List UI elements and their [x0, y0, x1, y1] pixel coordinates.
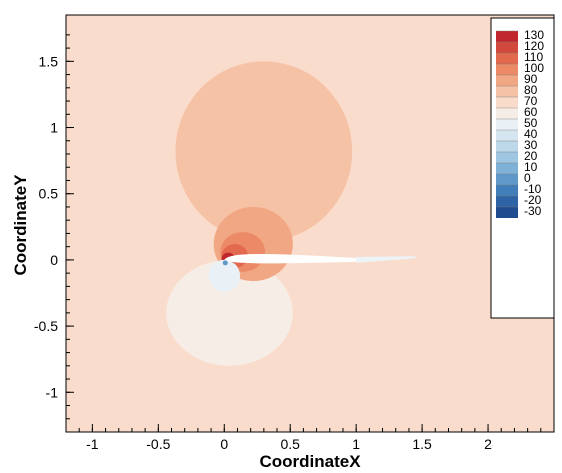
legend-label: -10: [524, 182, 542, 196]
legend-label: 70: [524, 94, 538, 108]
legend-swatch: [496, 196, 518, 207]
x-axis-title: CoordinateX: [259, 452, 361, 471]
legend-swatch: [496, 185, 518, 196]
axes: -1 -0.5 0 0.5 1 1.5 2 -1 -0.5 0 0.5 1 1.5: [34, 14, 555, 452]
y-tick-label: 1: [50, 120, 58, 136]
legend-swatch: [496, 75, 518, 86]
legend-swatch: [496, 152, 518, 163]
y-tick-label: -1: [46, 384, 59, 400]
legend-swatch: [496, 174, 518, 185]
contour-regions: [166, 61, 416, 366]
legend-swatch: [496, 42, 518, 53]
legend-swatch: [496, 97, 518, 108]
legend-label: -30: [524, 204, 542, 218]
legend-swatch: [496, 119, 518, 130]
y-tick-label: 1.5: [39, 53, 59, 69]
x-tick-label: -1: [86, 436, 99, 452]
legend-label: 60: [524, 105, 538, 119]
legend-label: 100: [524, 61, 544, 75]
legend-swatch: [496, 141, 518, 152]
legend-swatch: [496, 31, 518, 42]
legend-swatch: [496, 130, 518, 141]
legend-swatch: [496, 163, 518, 174]
legend-label: 120: [524, 39, 544, 53]
legend-label: 20: [524, 149, 538, 163]
legend-label: 90: [524, 72, 538, 86]
airfoil-wake: [356, 256, 416, 263]
y-tick-label: -0.5: [34, 318, 58, 334]
x-tick-label: 2: [484, 436, 492, 452]
x-tick-label: 1.5: [412, 436, 432, 452]
contour-region-near-nose-low: [208, 259, 241, 292]
legend-label: 50: [524, 116, 538, 130]
x-tick-label: 0: [220, 436, 228, 452]
legend-label: 130: [524, 28, 544, 42]
legend-label: 110: [524, 50, 543, 64]
legend-label: 40: [524, 127, 538, 141]
legend-swatch: [496, 53, 518, 64]
legend-label: -20: [524, 193, 542, 207]
legend-swatch: [496, 207, 518, 218]
x-tick-label: 0.5: [280, 436, 300, 452]
legend-label: 30: [524, 138, 538, 152]
legend-swatch: [496, 86, 518, 97]
legend-swatch: [496, 64, 518, 75]
x-tick-label: -0.5: [146, 436, 170, 452]
airfoil: [224, 253, 357, 264]
y-tick-label: 0: [50, 252, 58, 268]
legend-label: 0: [524, 171, 531, 185]
contour-region-upper-pressure-lobe: [175, 61, 353, 242]
x-tick-label: 1: [352, 436, 360, 452]
y-axis-title: CoordinateY: [11, 174, 30, 276]
leading-edge-low-marker: [222, 260, 228, 266]
legend-label: 80: [524, 83, 538, 97]
contour-region-lower-pressure-lobe: [166, 259, 293, 366]
y-tick-label: 0.5: [39, 186, 59, 202]
legend-swatch: [496, 108, 518, 119]
legend-label: 10: [524, 160, 538, 174]
